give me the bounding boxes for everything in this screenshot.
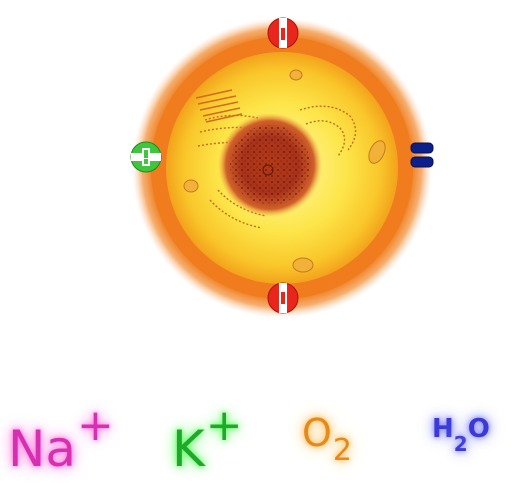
vesicle-left (183, 179, 199, 193)
mitochondrion-right (368, 140, 386, 164)
sodium-symbol: Na (8, 420, 77, 478)
water-molecule[interactable]: H 2 O (432, 402, 490, 482)
bottom-channel[interactable] (267, 282, 299, 314)
water-subscript: 2 (453, 432, 468, 456)
potassium-ion[interactable]: K + (172, 402, 243, 482)
sodium-charge: + (77, 400, 114, 451)
right-channel[interactable] (410, 142, 434, 168)
mitochondrion-bottom (292, 257, 314, 273)
left-channel[interactable] (130, 141, 162, 173)
sodium-ion[interactable]: Na + (8, 402, 114, 482)
water-h-symbol: H (432, 414, 454, 444)
top-channel[interactable] (267, 17, 299, 49)
oxygen-symbol: O (302, 411, 332, 455)
potassium-charge: + (205, 400, 243, 451)
vesicle-top (289, 69, 303, 81)
golgi-apparatus (195, 89, 243, 123)
nucleolus (262, 164, 274, 176)
potassium-symbol: K (172, 420, 205, 478)
water-o-symbol: O (467, 414, 490, 444)
oxygen-molecule[interactable]: O 2 (302, 402, 352, 482)
oxygen-subscript: 2 (332, 433, 353, 468)
